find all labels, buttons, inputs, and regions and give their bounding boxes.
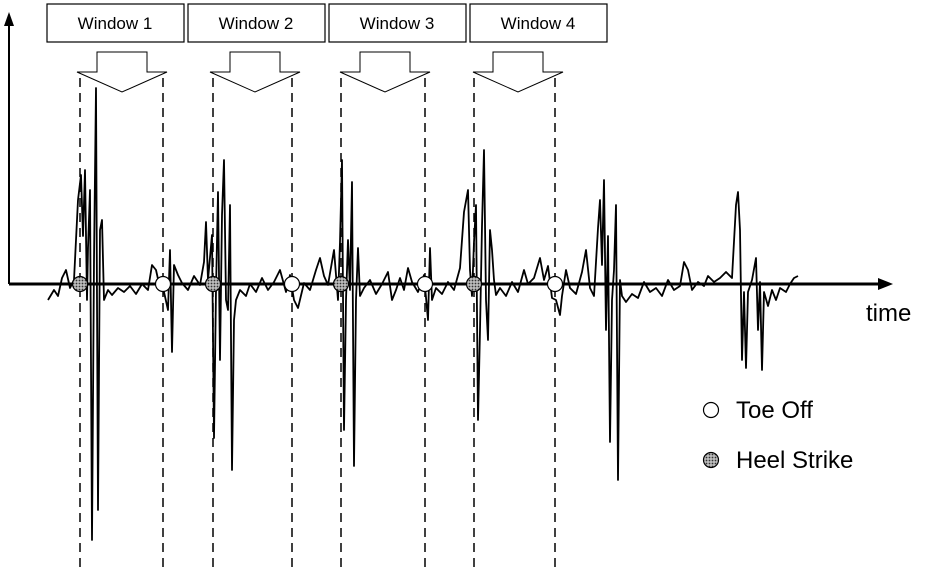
heel-strike-marker — [204, 275, 222, 293]
heel-strike-legend-icon — [702, 451, 720, 469]
window-3-box: Window 3 — [328, 3, 467, 43]
x-axis-arrow-icon — [878, 278, 893, 290]
y-axis-arrow-icon — [4, 12, 14, 26]
heel-strike-marker — [465, 275, 483, 293]
toe-off-legend-label: Toe Off — [736, 397, 813, 424]
x-axis-label: time — [866, 300, 911, 327]
window-boundaries — [79, 78, 556, 571]
toe-off-marker — [416, 275, 434, 293]
toe-off-marker — [154, 275, 172, 293]
window-3-arrow-icon — [339, 51, 431, 93]
window-1-box: Window 1 — [46, 3, 185, 43]
window-3-label: Window 3 — [360, 14, 435, 33]
window-4-label: Window 4 — [501, 14, 576, 33]
toe-off-marker — [546, 275, 564, 293]
heel-strike-markers — [71, 275, 483, 293]
window-2-label: Window 2 — [219, 14, 294, 33]
window-4-arrow-icon — [472, 51, 564, 93]
signal-trace — [47, 87, 799, 541]
window-1-label: Window 1 — [78, 14, 153, 33]
window-1-arrow-icon — [76, 51, 168, 93]
window-4-box: Window 4 — [469, 3, 608, 43]
toe-off-marker — [283, 275, 301, 293]
heel-strike-marker — [332, 275, 350, 293]
legend: Toe Off Heel Strike — [702, 397, 853, 474]
signal-line — [47, 87, 799, 541]
toe-off-markers — [154, 275, 564, 293]
toe-off-legend-icon — [702, 401, 720, 419]
heel-strike-legend-label: Heel Strike — [736, 447, 853, 474]
heel-strike-marker — [71, 275, 89, 293]
window-2-arrow-icon — [209, 51, 301, 93]
window-2-box: Window 2 — [187, 3, 326, 43]
